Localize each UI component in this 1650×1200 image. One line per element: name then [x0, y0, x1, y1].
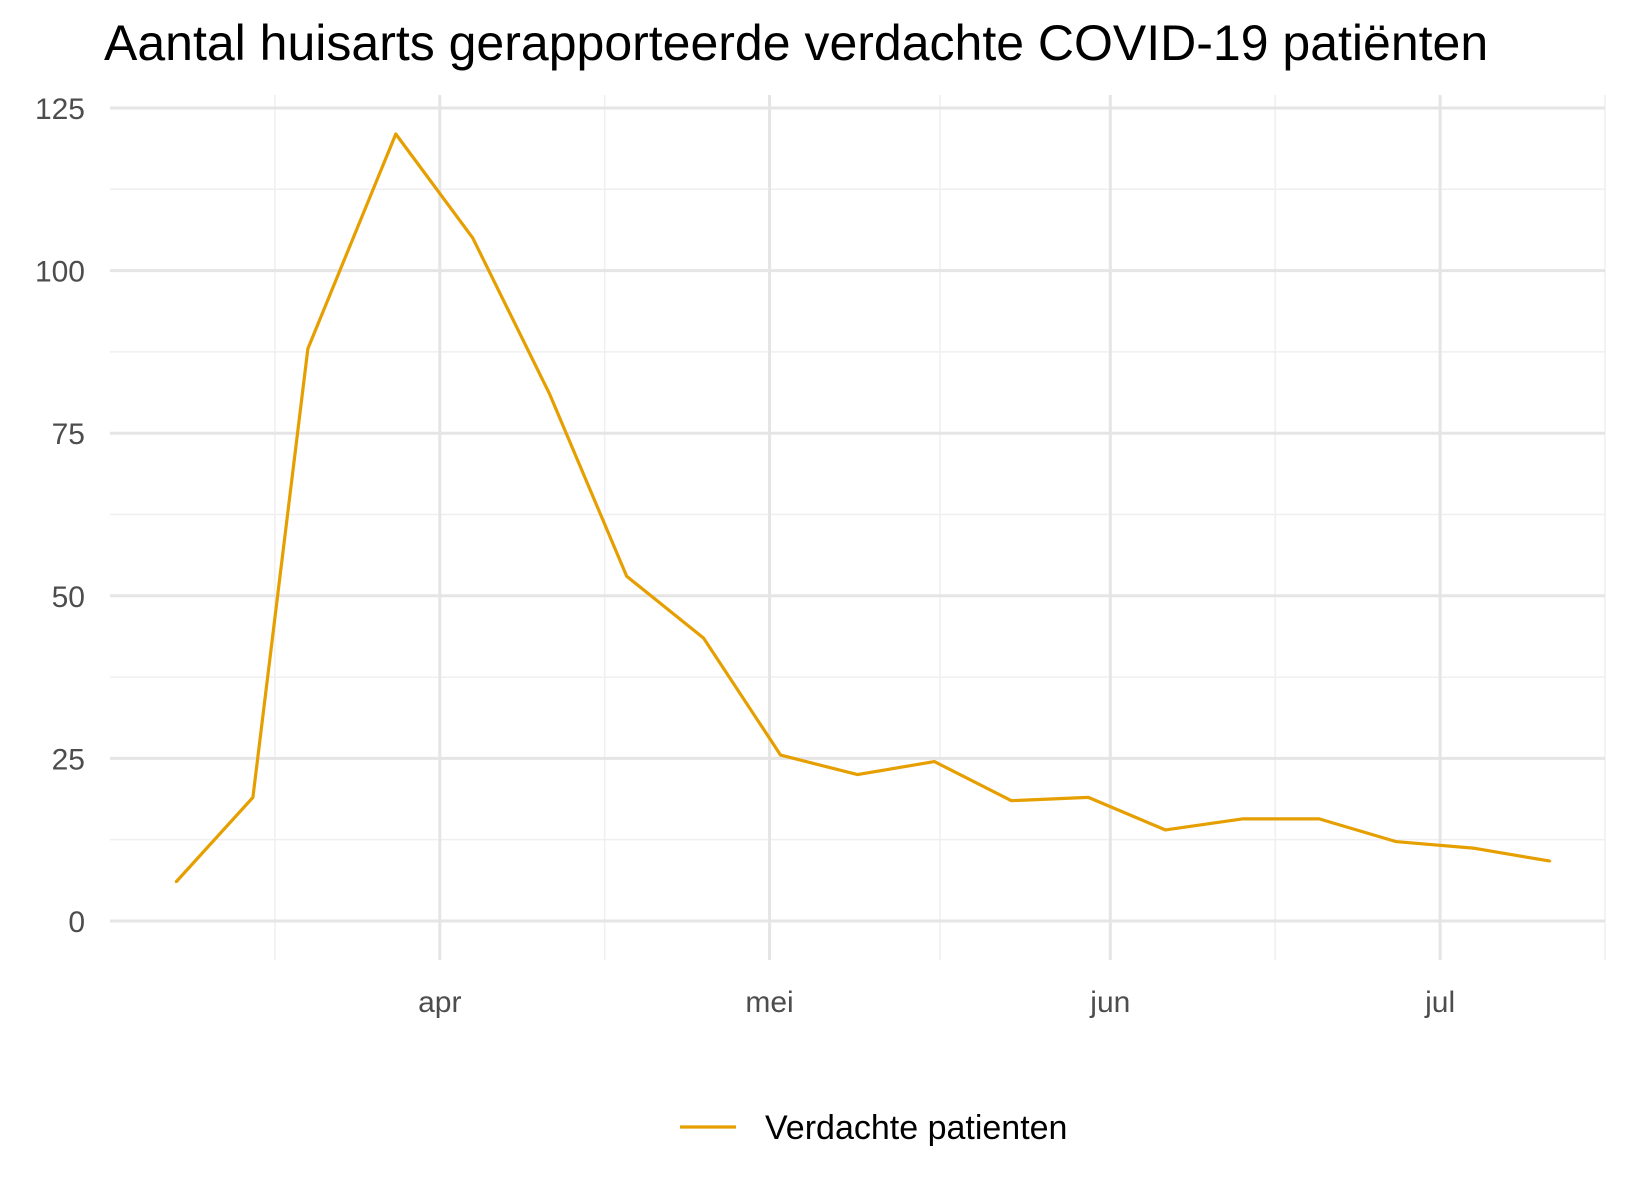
data-point — [174, 880, 178, 884]
major-gridlines — [110, 95, 1605, 960]
x-tick-label: apr — [418, 986, 461, 1019]
minor-gridlines — [110, 95, 1606, 960]
legend: Verdachte patienten — [680, 1109, 1067, 1147]
data-point — [1010, 799, 1013, 802]
y-axis-tick-labels: 0 25 50 75 100 125 — [35, 93, 85, 939]
chart-title: Aantal huisarts gerapporteerde verdachte… — [104, 15, 1489, 71]
data-point — [625, 575, 628, 578]
y-tick-label: 0 — [68, 906, 85, 939]
data-point — [856, 773, 859, 776]
x-tick-label: jun — [1089, 986, 1130, 1019]
data-point — [1317, 817, 1321, 821]
y-tick-label: 125 — [35, 93, 85, 126]
y-tick-label: 50 — [52, 581, 85, 614]
series-layer — [174, 132, 1552, 884]
x-tick-label: mei — [745, 986, 793, 1019]
y-tick-label: 100 — [35, 256, 85, 289]
data-point — [933, 760, 936, 763]
data-point — [1394, 840, 1398, 843]
legend-label: Verdachte patienten — [765, 1109, 1067, 1147]
data-point — [306, 347, 310, 350]
x-axis-tick-labels: apr mei jun jul — [418, 986, 1455, 1019]
data-point — [471, 236, 474, 240]
data-point — [1241, 817, 1244, 821]
y-tick-label: 25 — [52, 743, 85, 776]
data-point — [251, 796, 255, 799]
data-point — [1087, 796, 1090, 799]
data-point — [1471, 846, 1475, 850]
data-point — [1548, 859, 1552, 863]
data-point — [548, 392, 551, 396]
y-tick-label: 75 — [52, 418, 85, 451]
data-point — [702, 636, 705, 640]
data-point — [779, 753, 782, 757]
x-tick-label: jul — [1424, 986, 1455, 1019]
series-line — [174, 132, 1551, 884]
data-point — [394, 132, 398, 136]
data-point — [1164, 828, 1167, 832]
